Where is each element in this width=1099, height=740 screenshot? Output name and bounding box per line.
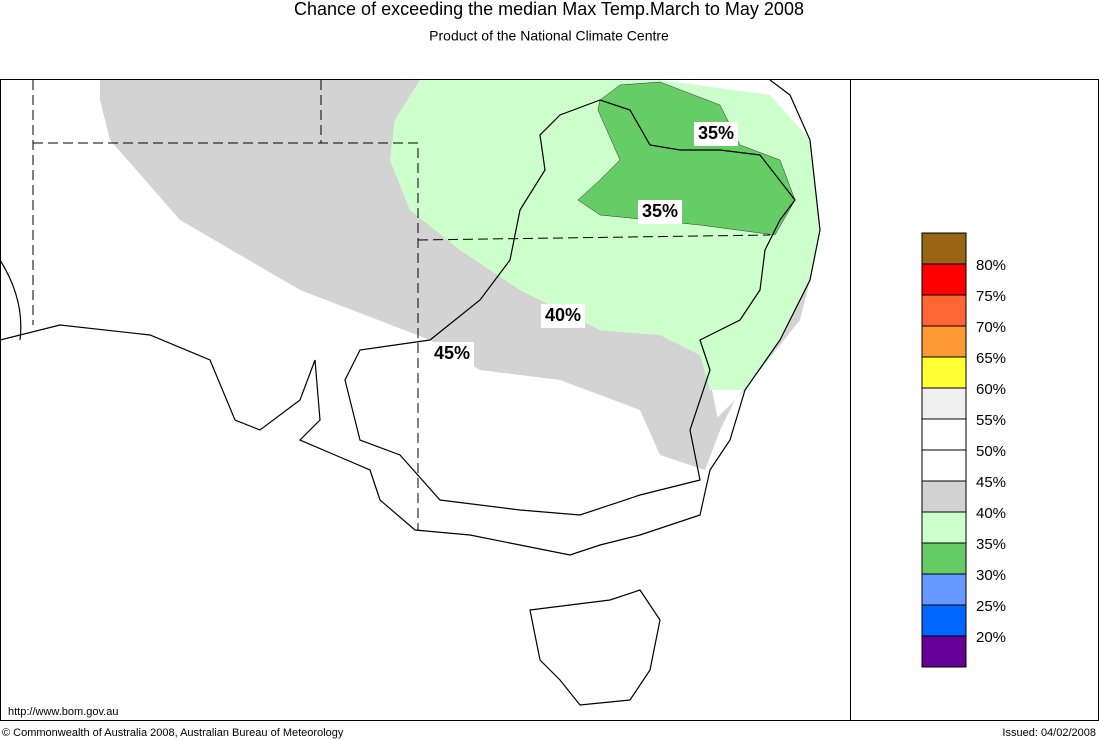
west-arc	[0, 259, 22, 341]
legend-swatch	[921, 449, 967, 482]
tasmania	[529, 589, 661, 706]
green-region	[577, 81, 796, 236]
border-2	[33, 142, 419, 530]
legend-swatch	[921, 418, 967, 451]
legend-swatch	[921, 480, 967, 513]
contour-label-box	[638, 200, 682, 224]
issued: Issued: 04/02/2008	[1002, 727, 1096, 739]
copyright: © Commonwealth of Australia 2008, Austra…	[2, 727, 344, 739]
legend-swatch	[921, 294, 967, 327]
legend-swatch	[921, 263, 967, 296]
legend-label: 45%	[976, 474, 1006, 491]
legend-swatch	[921, 542, 967, 575]
coastline	[0, 79, 821, 556]
legend-swatch	[921, 635, 967, 668]
map: 35% 35% 40% 45%	[0, 79, 821, 706]
legend-label: 40%	[976, 505, 1006, 522]
legend-label: 65%	[976, 350, 1006, 367]
legend-label: 50%	[976, 443, 1006, 460]
contour-label-box	[541, 304, 585, 328]
contour-label: 35%	[698, 123, 734, 143]
legend-label: 35%	[976, 536, 1006, 553]
legend-label: 70%	[976, 319, 1006, 336]
state-outline	[344, 99, 796, 516]
border-4	[417, 234, 771, 241]
contour-label: 45%	[434, 343, 470, 363]
legend-swatch	[921, 232, 967, 265]
legend-label: 60%	[976, 381, 1006, 398]
legend-label: 30%	[976, 567, 1006, 584]
legend-label: 80%	[976, 257, 1006, 274]
legend-swatch	[921, 573, 967, 606]
contour-label-box	[694, 122, 738, 146]
contour-label: 35%	[642, 201, 678, 221]
legend-swatch	[921, 356, 967, 389]
contour-label: 40%	[545, 305, 581, 325]
legend-label: 20%	[976, 629, 1006, 646]
gray-region	[100, 80, 720, 470]
url: http://www.bom.gov.au	[8, 706, 118, 718]
legend-swatch	[921, 325, 967, 358]
legend-label: 55%	[976, 412, 1006, 429]
subtitle: Product of the National Climate Centre	[429, 28, 669, 44]
legend-label: 25%	[976, 598, 1006, 615]
title: Chance of exceeding the median Max Temp.…	[294, 0, 804, 19]
legend-swatch	[921, 604, 967, 637]
legend-swatch	[921, 511, 967, 544]
legend-label: 75%	[976, 288, 1006, 305]
legend: 80% 75% 70% 65% 60% 55% 50% 45% 40% 35% 30% 25% 20%	[921, 232, 1006, 668]
legend-swatch	[921, 387, 967, 420]
contour-label-box	[430, 342, 474, 366]
